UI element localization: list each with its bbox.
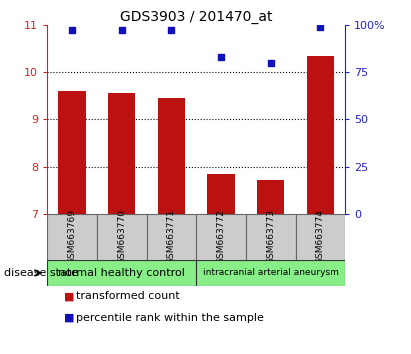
Text: GSM663772: GSM663772	[217, 209, 226, 264]
Text: GSM663774: GSM663774	[316, 209, 325, 264]
FancyBboxPatch shape	[147, 214, 196, 260]
FancyBboxPatch shape	[97, 214, 147, 260]
FancyBboxPatch shape	[47, 260, 196, 286]
Bar	[208, 174, 235, 214]
Bar	[158, 98, 185, 214]
Text: normal healthy control: normal healthy control	[58, 268, 185, 278]
Bar	[108, 93, 135, 214]
Point	[168, 28, 175, 33]
Point	[317, 24, 324, 29]
Bar	[257, 180, 284, 214]
FancyBboxPatch shape	[196, 260, 345, 286]
Point	[118, 28, 125, 33]
FancyBboxPatch shape	[246, 214, 296, 260]
Bar	[307, 56, 334, 214]
Text: GSM663769: GSM663769	[67, 209, 76, 264]
FancyBboxPatch shape	[196, 214, 246, 260]
Point	[268, 60, 274, 65]
FancyBboxPatch shape	[47, 214, 97, 260]
Text: intracranial arterial aneurysm: intracranial arterial aneurysm	[203, 268, 339, 278]
Point	[69, 28, 75, 33]
Bar	[58, 91, 86, 214]
Text: percentile rank within the sample: percentile rank within the sample	[76, 313, 264, 322]
FancyBboxPatch shape	[296, 214, 345, 260]
Text: transformed count: transformed count	[76, 291, 180, 301]
Text: ■: ■	[64, 313, 74, 322]
Text: GSM663771: GSM663771	[167, 209, 176, 264]
Title: GDS3903 / 201470_at: GDS3903 / 201470_at	[120, 10, 272, 24]
Text: GSM663770: GSM663770	[117, 209, 126, 264]
Text: disease state: disease state	[4, 268, 78, 278]
Text: ■: ■	[64, 291, 74, 301]
Text: GSM663773: GSM663773	[266, 209, 275, 264]
Point	[218, 54, 224, 60]
